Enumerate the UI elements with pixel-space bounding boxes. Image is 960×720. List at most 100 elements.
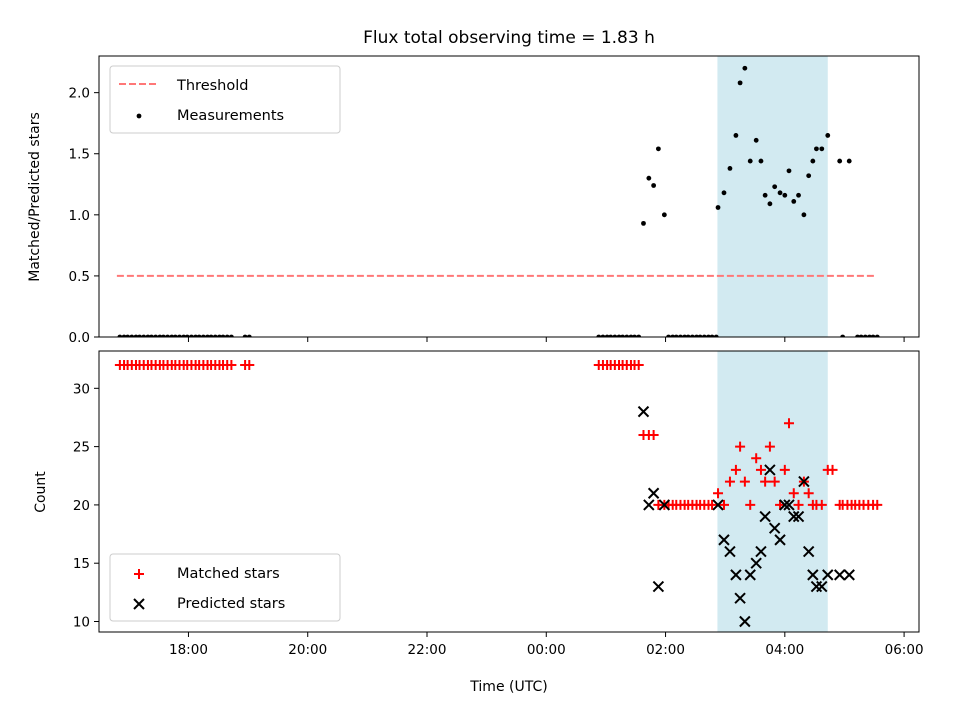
- measurements-point: [616, 334, 622, 337]
- measurements-point: [196, 334, 202, 337]
- matched-stars-point: [764, 441, 775, 452]
- matched-stars-point: [803, 488, 814, 499]
- predicted-stars-point: [759, 510, 771, 523]
- measurements-point: [228, 334, 234, 337]
- matched-stars-point: [745, 499, 756, 510]
- bottom-y-tick-label: 20: [73, 498, 90, 514]
- measurements-point: [612, 334, 618, 337]
- legend-measurements-swatch: [136, 113, 142, 119]
- matched-stars-point: [707, 499, 718, 510]
- measurements-point: [715, 205, 721, 210]
- measurements-point: [697, 334, 703, 337]
- measurements-point: [628, 334, 634, 337]
- legend-measurements-label: Measurements: [177, 108, 284, 124]
- top-legend-box: [109, 65, 341, 134]
- bottom-legend: Matched stars Predicted stars: [109, 553, 341, 622]
- matched-stars-point: [648, 429, 659, 440]
- measurements-point: [655, 146, 661, 152]
- matched-stars-point: [760, 476, 771, 487]
- measurements-point: [867, 334, 872, 337]
- measurements-point: [121, 334, 127, 337]
- measurements-point: [242, 334, 248, 337]
- bottom-y-tick-label: 25: [73, 440, 90, 456]
- bottom-y-axis-label: Count: [33, 471, 49, 513]
- measurements-point: [217, 334, 222, 337]
- measurements-point: [184, 334, 190, 337]
- measurements-point: [840, 334, 846, 337]
- measurements-point: [870, 334, 876, 337]
- measurements-point: [786, 168, 792, 174]
- predicted-stars-point: [802, 545, 815, 558]
- measurements-point: [205, 334, 210, 337]
- matched-stars-point: [735, 441, 746, 452]
- measurements-point: [600, 334, 606, 337]
- predicted-stars-point: [788, 510, 800, 523]
- bottom-axes-frame: [98, 350, 920, 633]
- measurements-point: [666, 334, 671, 337]
- x-tick-label: 22:00: [408, 642, 447, 658]
- measurements-point: [753, 137, 759, 143]
- measurements-point: [177, 334, 182, 337]
- top-y-tick-label: 0.0: [69, 330, 90, 346]
- measurements-point: [641, 220, 646, 226]
- measurements-point: [713, 334, 719, 337]
- measurements-point: [149, 334, 154, 337]
- legend-matched-stars-label: Matched stars: [177, 566, 280, 582]
- predicted-stars-point: [750, 557, 762, 569]
- measurements-point: [212, 334, 218, 337]
- measurements-point: [758, 158, 764, 164]
- measurements-point: [742, 65, 748, 71]
- top-y-tick-label: 1.5: [69, 147, 90, 163]
- measurements-point: [747, 158, 753, 164]
- measurements-point: [117, 334, 123, 337]
- measurements-point: [125, 334, 131, 337]
- legend-predicted-stars-label: Predicted stars: [177, 596, 285, 612]
- measurements-point: [604, 334, 610, 337]
- predicted-stars-point: [774, 534, 786, 546]
- measurements-point: [165, 334, 170, 337]
- matched-stars-point: [751, 453, 762, 464]
- measurements-point: [782, 192, 788, 198]
- measurements-point: [220, 334, 226, 337]
- measurements-point: [200, 334, 206, 337]
- measurements-point: [636, 334, 642, 337]
- bottom-y-tick-label: 30: [73, 381, 90, 397]
- measurements-point: [608, 334, 614, 337]
- x-tick-label: 02:00: [646, 642, 685, 658]
- measurements-point: [819, 146, 825, 152]
- matched-stars-point: [730, 464, 741, 475]
- measurements-point: [678, 334, 683, 337]
- measurements-point: [846, 158, 852, 164]
- measurements-point: [153, 334, 159, 337]
- measurements-point: [145, 334, 151, 337]
- measurements-point: [810, 158, 816, 164]
- measurements-point: [661, 212, 667, 218]
- measurements-point: [172, 334, 178, 337]
- predicted-stars-point: [739, 615, 751, 628]
- matched-stars-point: [713, 488, 724, 499]
- top-y-tick-label: 2.0: [69, 86, 90, 102]
- x-tick-label: 20:00: [288, 642, 327, 658]
- measurements-point: [772, 184, 778, 190]
- measurements-point: [862, 334, 868, 337]
- measurements-point: [733, 133, 739, 138]
- measurements-point: [224, 334, 230, 337]
- predicted-stars-point: [724, 545, 736, 558]
- measurements-point: [189, 334, 194, 337]
- measurements-point: [161, 334, 166, 337]
- measurements-point: [596, 334, 602, 337]
- measurements-point: [796, 192, 801, 198]
- legend-threshold-label: Threshold: [176, 78, 248, 94]
- measurements-point: [689, 334, 695, 337]
- predicted-stars-point: [792, 510, 805, 523]
- bottom-y-tick-label: 10: [73, 615, 90, 631]
- measurements-point: [777, 190, 783, 196]
- matched-stars-point: [755, 464, 766, 475]
- measurements-point: [694, 334, 699, 337]
- measurements-point: [837, 158, 843, 164]
- matched-stars-point: [724, 476, 735, 487]
- bottom-y-tick-label: 15: [73, 556, 90, 572]
- measurements-point: [646, 175, 652, 181]
- x-tick-label: 04:00: [765, 642, 804, 658]
- predicted-stars-point: [807, 569, 819, 581]
